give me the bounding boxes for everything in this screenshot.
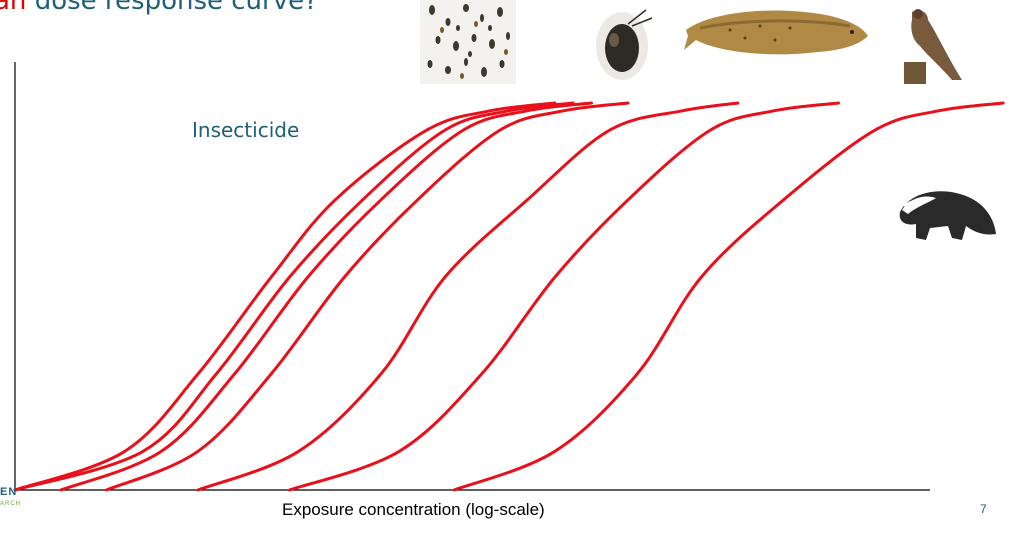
curve-series-group [13,101,1005,492]
water-flea-icon [596,9,653,80]
slide-title-text: dose response curve? [34,0,318,16]
slide-title: an dose response curve? [0,0,318,17]
dose-response-curve-3 [59,101,593,492]
dose-response-curve-4 [105,101,630,492]
logo-subtext: ARCH [0,501,22,507]
insects-icon [420,0,516,84]
badger-icon [899,191,996,240]
dose-response-curve-7 [452,101,1005,492]
dose-response-curve-6 [288,101,840,492]
bird-of-prey-icon [904,9,962,84]
company-logo: EN ARCH [0,486,40,520]
page-number: 7 [980,502,987,516]
insecticide-label: Insecticide [192,118,300,142]
dose-response-curve-1 [13,101,557,492]
slide-title-accent: an [0,0,27,16]
x-axis-title: Exposure concentration (log-scale) [282,500,545,519]
trout-icon [684,10,868,55]
dose-response-curve-5 [196,101,740,492]
logo-text: EN [0,486,18,498]
dose-response-curve-2 [13,101,575,492]
